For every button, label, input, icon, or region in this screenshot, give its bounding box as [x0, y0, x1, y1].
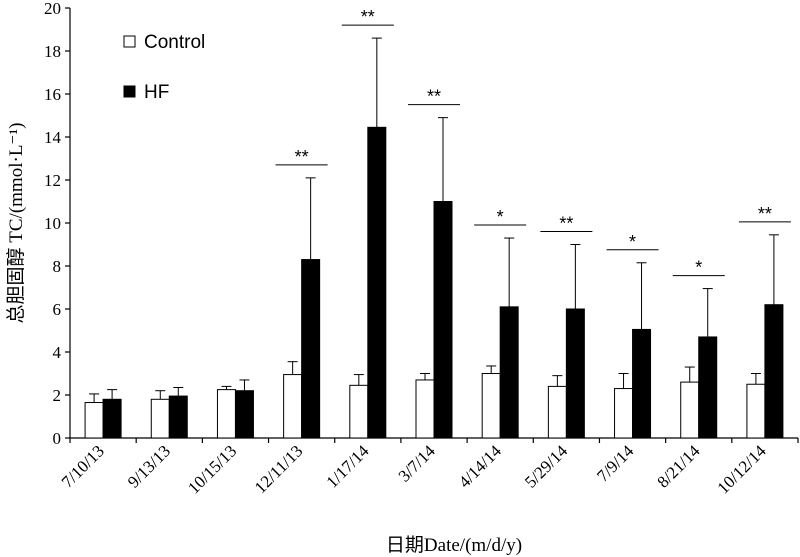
legend: Control HF: [123, 32, 205, 103]
bar-control-5: [415, 379, 435, 439]
y-tick-label: 20: [44, 0, 61, 18]
bar-hf-10: [764, 304, 784, 439]
y-tick-label: 8: [53, 257, 62, 276]
x-tick-label: 10/15/13: [184, 441, 240, 497]
bar-hf-8: [632, 328, 652, 439]
bars: [84, 126, 784, 439]
bar-hf-0: [102, 398, 122, 439]
significance-markers: ******* ******: [275, 7, 791, 278]
y-tick-label: 2: [53, 386, 62, 405]
bar-hf-3: [301, 259, 321, 439]
significance-label: *: [695, 258, 702, 278]
bar-control-4: [349, 384, 369, 439]
bar-control-9: [680, 381, 700, 439]
x-tick-label: 1/17/14: [322, 441, 373, 492]
significance-label: *: [629, 232, 636, 252]
error-bars: [89, 37, 779, 403]
y-tick-label: 18: [44, 42, 61, 61]
x-tick-label: 3/7/14: [395, 441, 440, 486]
x-tick-label: 7/9/14: [593, 441, 638, 486]
y-tick-label: 12: [44, 171, 61, 190]
y-ticks: 0 2 4 6 8 10 12 14 16 18 20: [44, 0, 70, 448]
x-tick-label: 7/10/13: [58, 441, 108, 491]
bar-hf-7: [565, 308, 585, 439]
significance-label: **: [361, 7, 375, 27]
legend-label-control: Control: [144, 32, 205, 53]
y-tick-label: 16: [44, 85, 61, 104]
y-axis-title: 总胆固醇 TC/(mmol·L⁻¹): [5, 123, 27, 324]
significance-label: **: [427, 87, 441, 107]
x-axis-title: 日期Date/(m/d/y): [386, 534, 522, 556]
significance-label: *: [497, 207, 504, 227]
bar-control-10: [746, 383, 766, 439]
bar-control-2: [216, 389, 236, 439]
x-tick-label: 4/14/14: [455, 441, 506, 492]
x-tick-label: 9/13/13: [124, 441, 174, 491]
y-tick-label: 0: [53, 429, 62, 448]
x-ticks: 7/10/13 9/13/13 10/15/13 12/11/13 1/17/14 3/7…: [58, 438, 799, 498]
y-tick-label: 10: [44, 214, 61, 233]
bar-control-8: [614, 388, 634, 439]
x-tick-label: 12/11/13: [251, 441, 307, 497]
significance-label: **: [758, 204, 772, 224]
bar-hf-5: [433, 201, 453, 439]
bar-hf-2: [234, 390, 254, 439]
bar-hf-9: [698, 336, 718, 439]
legend-label-hf: HF: [144, 82, 169, 103]
bar-hf-4: [367, 126, 387, 439]
significance-label: **: [295, 147, 309, 167]
legend-swatch-control: [123, 35, 136, 48]
y-tick-label: 14: [44, 128, 62, 147]
y-tick-label: 4: [53, 343, 62, 362]
x-tick-label: 8/21/14: [653, 441, 704, 492]
bar-control-6: [481, 373, 501, 439]
x-tick-label: 5/29/14: [521, 441, 572, 492]
bar-control-3: [283, 374, 303, 439]
bar-control-1: [150, 398, 170, 439]
bar-hf-6: [499, 306, 519, 439]
bar-hf-1: [168, 395, 188, 439]
y-tick-label: 6: [53, 300, 62, 319]
significance-label: **: [559, 214, 573, 234]
bar-control-7: [547, 385, 567, 439]
legend-swatch-hf: [123, 85, 136, 98]
bar-control-0: [84, 402, 104, 439]
x-tick-label: 10/12/14: [714, 441, 771, 498]
